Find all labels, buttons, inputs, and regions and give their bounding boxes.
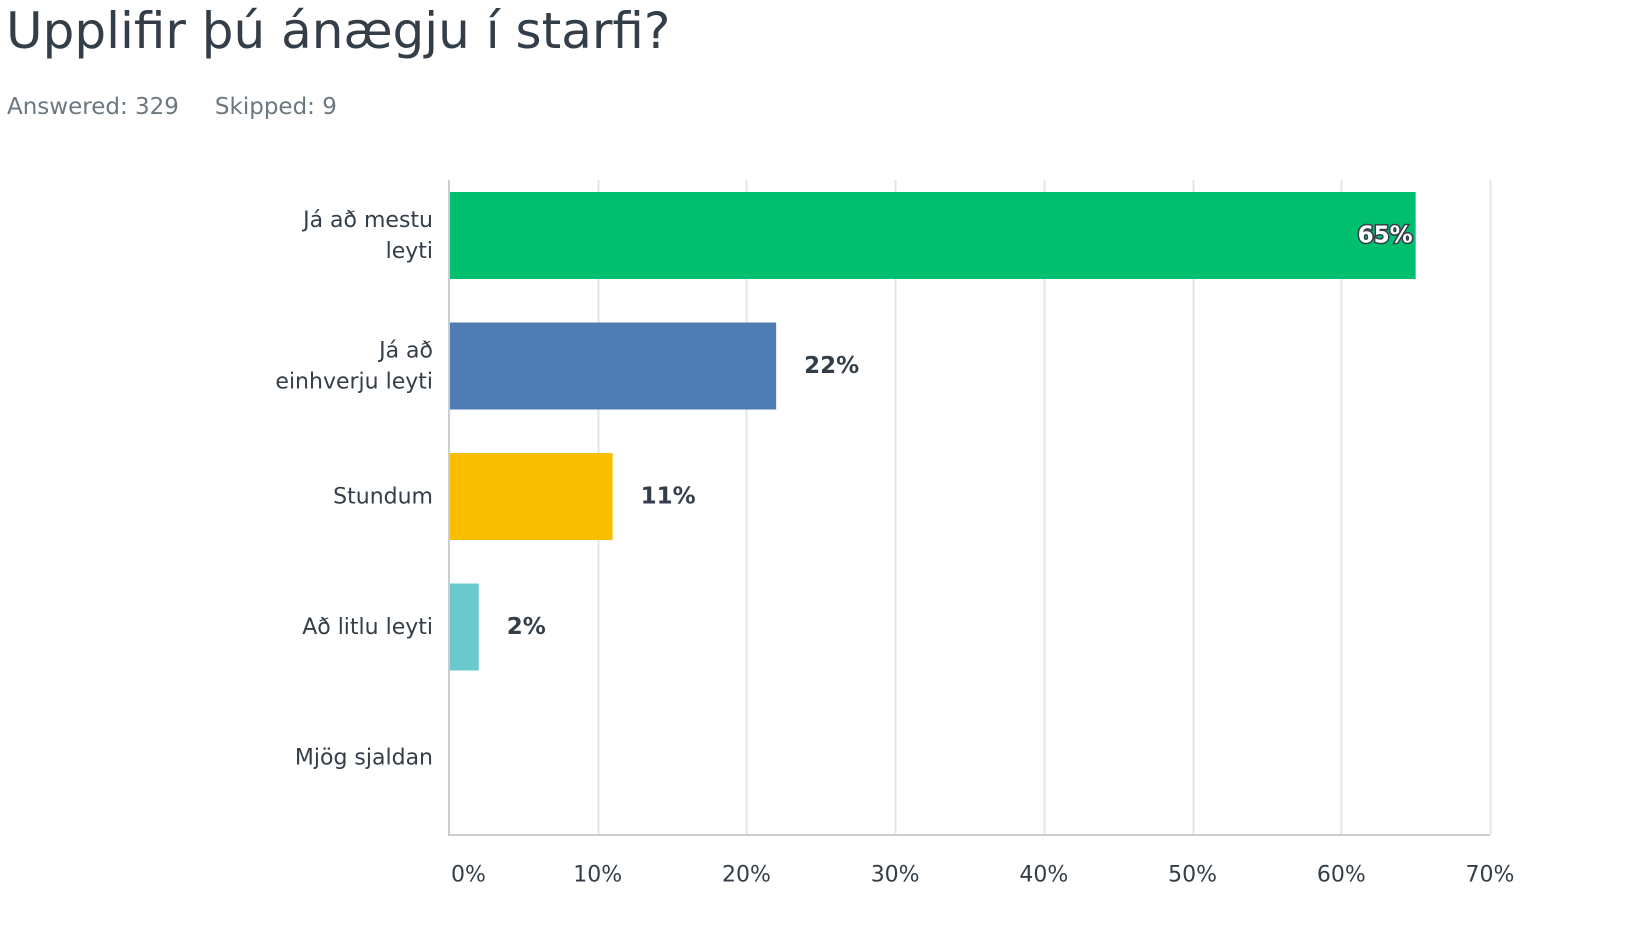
bar (450, 322, 777, 410)
tick-labels: 0% 10% 20% 30% 40% 50% 60% 70% (451, 863, 1514, 888)
value-label: 11% (641, 484, 696, 510)
skipped-count: Skipped: 9 (214, 94, 337, 120)
answered-count: Answered: 329 (7, 94, 179, 120)
axes (448, 180, 1490, 836)
grid-lines (597, 180, 1492, 835)
x-tick-label: 10% (573, 863, 622, 888)
question-title: Upplifir þú ánægju í starfi? (6, 2, 671, 60)
category-label: Að litlu leyti (302, 615, 433, 640)
x-tick-label: 30% (871, 863, 920, 888)
x-tick-label: 70% (1466, 863, 1515, 888)
bars (450, 192, 1416, 671)
category-labels: Já að mestu leyti Já að einhverju leyti Stun… (275, 208, 433, 771)
bar (450, 192, 1416, 279)
x-tick-label: 50% (1168, 863, 1217, 888)
category-label: Já að mestu leyti (301, 208, 433, 264)
x-tick-label: 20% (722, 863, 771, 888)
x-tick-label: 40% (1019, 863, 1068, 888)
value-labels: 65% 22% 11% 2% (507, 221, 1414, 640)
category-label: Mjög sjaldan (295, 745, 433, 770)
bar (450, 583, 479, 671)
category-label: Já að einhverju leyti (275, 338, 433, 394)
value-label: 65% (1358, 223, 1413, 249)
response-stats: Answered: 329 Skipped: 9 (7, 92, 337, 122)
value-label: 2% (507, 614, 546, 640)
value-label: 22% (804, 353, 859, 379)
x-tick-label: 0% (451, 863, 486, 888)
category-label: Stundum (333, 484, 433, 509)
bar (450, 453, 613, 540)
x-tick-label: 60% (1317, 863, 1366, 888)
